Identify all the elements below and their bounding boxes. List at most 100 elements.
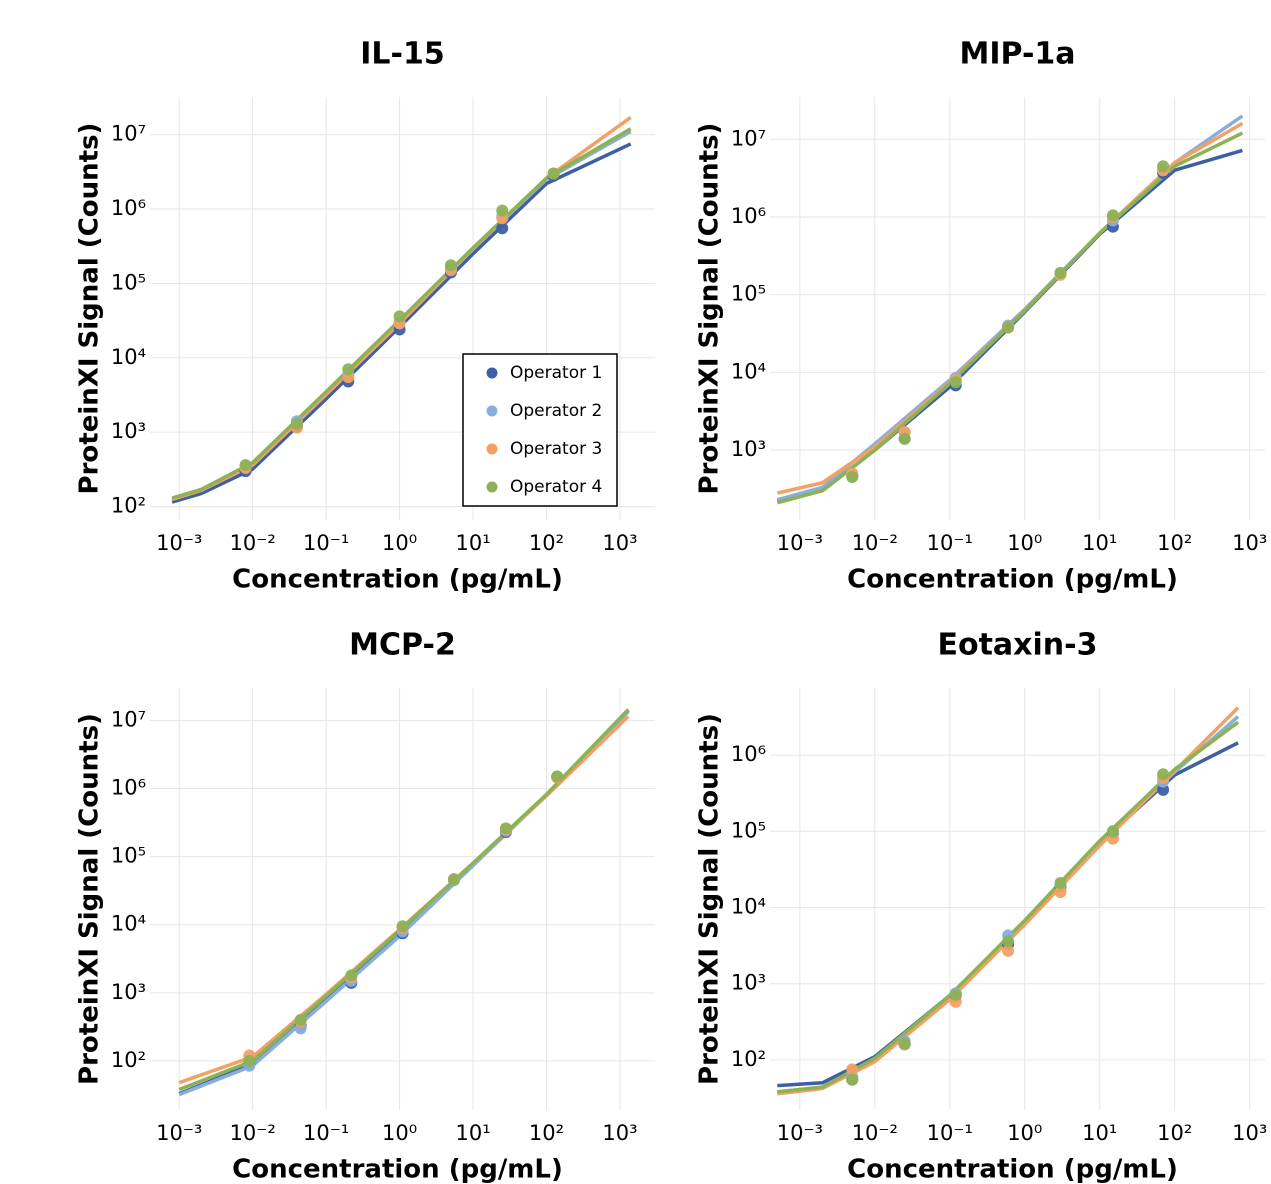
y-tick-label: 10³ (111, 419, 146, 443)
x-tick-label: 10⁻¹ (927, 531, 973, 555)
y-tick-label: 10⁴ (111, 345, 146, 369)
fit-curve (171, 142, 632, 504)
y-tick-label: 10⁶ (731, 204, 766, 228)
legend-marker (486, 367, 498, 379)
y-tick-label: 10⁴ (731, 895, 766, 919)
y-tick-label: 10⁶ (111, 196, 146, 220)
legend-marker (486, 481, 498, 493)
data-point (447, 873, 460, 886)
chart-title: MIP-1a (959, 37, 1075, 72)
x-tick-label: 10⁰ (382, 1121, 417, 1145)
x-tick-label: 10⁻³ (156, 531, 202, 555)
chart-title: IL-15 (360, 37, 444, 72)
legend-label: Operator 3 (510, 439, 602, 459)
data-point (393, 310, 406, 323)
data-point (396, 920, 409, 933)
x-tick-label: 10⁻¹ (303, 1121, 349, 1145)
chart-title: MCP-2 (349, 628, 456, 663)
x-tick-label: 10⁰ (1007, 1121, 1042, 1145)
y-axis-label: ProteinXI Signal (Counts) (75, 123, 105, 495)
legend: Operator 1 Operator 2 Operator 3 Operator 4 (462, 353, 618, 507)
y-axis-label: ProteinXI Signal (Counts) (695, 123, 725, 495)
x-tick-label: 10¹ (1082, 1121, 1117, 1145)
fit-curve (171, 127, 632, 500)
x-tick-label: 10⁻² (230, 531, 276, 555)
data-point (1054, 885, 1067, 898)
x-tick-label: 10⁻² (852, 531, 898, 555)
data-point (547, 167, 560, 180)
x-tick-label: 10² (1157, 531, 1192, 555)
data-point (1106, 209, 1119, 222)
data-point (949, 376, 962, 389)
x-tick-label: 10⁰ (1007, 531, 1042, 555)
x-tick-label: 10⁻² (852, 1121, 898, 1145)
panel: Eotaxin-3 10⁻³ 10⁻² 10⁻¹ 10⁰ 10¹ 10² 10³ 10² 10³ 1… (695, 628, 1268, 1184)
x-tick-label: 10² (1157, 1121, 1192, 1145)
legend-box (462, 353, 618, 507)
data-point (898, 1037, 911, 1050)
y-tick-label: 10⁴ (111, 912, 146, 936)
data-point (1106, 825, 1119, 838)
x-axis-label: Concentration (pg/mL) (232, 1155, 563, 1184)
fit-curve (777, 706, 1240, 1096)
y-tick-label: 10³ (731, 971, 766, 995)
data-point (290, 417, 303, 430)
data-point (846, 1063, 859, 1076)
y-tick-label: 10⁵ (731, 282, 766, 306)
legend-label: Operator 1 (510, 363, 602, 383)
data-point (1157, 783, 1170, 796)
fit-curve (776, 121, 1244, 495)
data-point (1002, 321, 1015, 334)
y-tick-label: 10³ (111, 980, 146, 1004)
fit-curve (178, 710, 630, 1097)
y-tick-label: 10⁶ (111, 776, 146, 800)
y-axis-label: ProteinXI Signal (Counts) (75, 713, 105, 1085)
x-tick-label: 10³ (602, 1121, 637, 1145)
x-axis-label: Concentration (pg/mL) (847, 565, 1178, 595)
y-tick-label: 10⁶ (731, 742, 766, 766)
legend-label: Operator 2 (510, 401, 602, 421)
x-tick-label: 10¹ (455, 531, 490, 555)
data-point (496, 204, 509, 217)
data-point (1002, 944, 1015, 957)
fit-curve (776, 131, 1244, 505)
fit-curve (178, 715, 630, 1085)
x-tick-label: 10⁰ (382, 531, 417, 555)
legend-marker (486, 443, 498, 455)
x-tick-label: 10¹ (455, 1121, 490, 1145)
x-tick-label: 10⁻² (230, 1121, 276, 1145)
y-axis-label: ProteinXI Signal (Counts) (695, 713, 725, 1085)
legend-label: Operator 4 (510, 477, 602, 497)
data-point (243, 1054, 256, 1067)
data-point (846, 1073, 859, 1086)
y-tick-label: 10³ (731, 437, 766, 461)
x-tick-label: 10² (529, 531, 564, 555)
x-tick-label: 10³ (602, 531, 637, 555)
data-point (1157, 160, 1170, 173)
y-tick-label: 10⁵ (731, 818, 766, 842)
panel: IL-15 10⁻³ 10⁻² 10⁻¹ 10⁰ 10¹ 10² 10³ 10² 10³ 10⁴ 10… (75, 37, 655, 595)
fit-curve (777, 741, 1239, 1088)
x-axis-label: Concentration (pg/mL) (847, 1155, 1178, 1184)
y-tick-label: 10⁷ (111, 707, 146, 731)
data-point (1054, 267, 1067, 280)
data-point (345, 969, 358, 982)
x-tick-label: 10⁻³ (777, 1121, 823, 1145)
data-point (1157, 768, 1170, 781)
x-tick-label: 10² (529, 1121, 564, 1145)
y-tick-label: 10⁵ (111, 844, 146, 868)
x-axis-label: Concentration (pg/mL) (232, 565, 563, 595)
y-tick-label: 10⁷ (731, 126, 766, 150)
legend-marker (486, 405, 498, 417)
fit-curve (178, 709, 630, 1096)
y-tick-label: 10⁵ (111, 270, 146, 294)
y-tick-label: 10⁴ (731, 359, 766, 383)
y-tick-label: 10² (111, 1048, 146, 1072)
y-tick-label: 10⁷ (111, 122, 146, 146)
data-point (551, 770, 564, 783)
data-point (444, 259, 457, 272)
x-tick-label: 10⁻³ (777, 531, 823, 555)
x-tick-label: 10³ (1232, 531, 1267, 555)
fit-curve (178, 708, 630, 1092)
